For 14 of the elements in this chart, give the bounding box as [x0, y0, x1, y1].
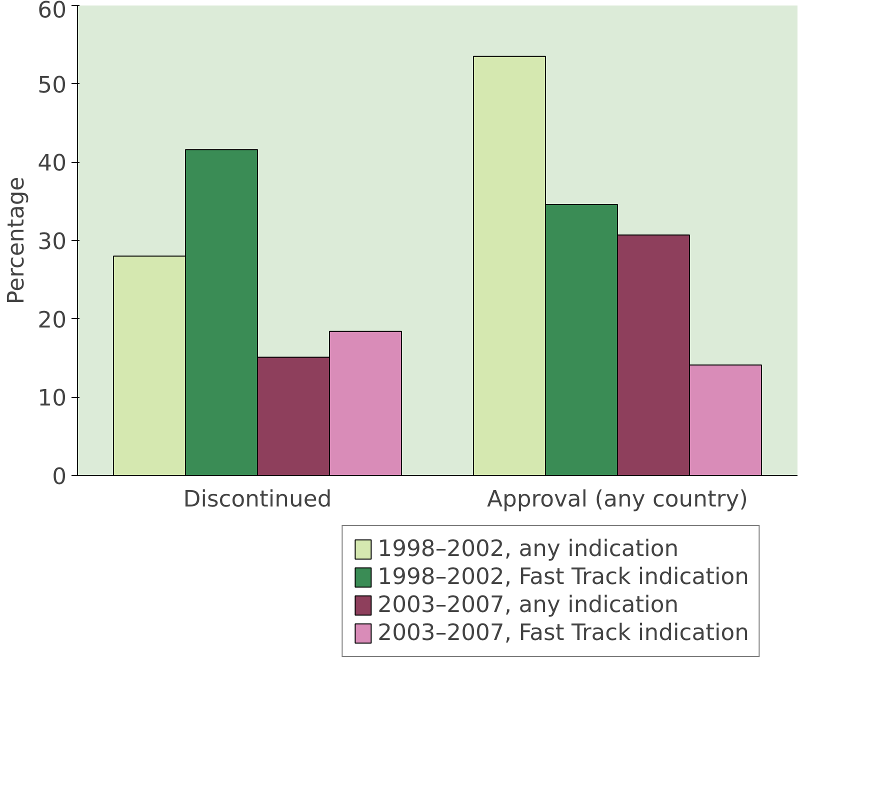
- y-tick-label: 20: [38, 307, 67, 334]
- y-tick-label: 0: [52, 464, 67, 490]
- x-tick-label: Discontinued: [183, 486, 332, 512]
- y-tick-label: 40: [38, 150, 67, 177]
- y-tick-label: 60: [38, 0, 67, 24]
- legend-label: 1998–2002, Fast Track indication: [378, 564, 749, 590]
- x-tick-label: Approval (any country): [487, 486, 748, 512]
- legend-label: 1998–2002, any indication: [378, 536, 679, 562]
- y-tick-label: 50: [38, 72, 67, 98]
- legend-label: 2003–2007, Fast Track indication: [378, 620, 749, 646]
- y-tick-label: 10: [38, 386, 67, 412]
- y-tick-label: 30: [38, 229, 67, 255]
- y-axis-title: Percentage: [4, 176, 30, 304]
- legend-label: 2003–2007, any indication: [378, 592, 679, 618]
